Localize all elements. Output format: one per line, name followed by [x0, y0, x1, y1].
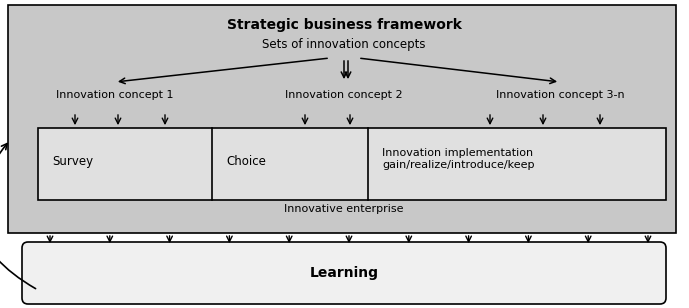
FancyBboxPatch shape	[38, 128, 666, 200]
Text: Survey: Survey	[52, 155, 93, 168]
Text: Innovation concept 1: Innovation concept 1	[56, 90, 174, 100]
Text: Learning: Learning	[309, 266, 378, 280]
Text: Innovation concept 3-n: Innovation concept 3-n	[495, 90, 624, 100]
Text: Innovation implementation
gain/realize/introduce/keep: Innovation implementation gain/realize/i…	[382, 148, 535, 170]
FancyBboxPatch shape	[22, 242, 666, 304]
Text: Sets of innovation concepts: Sets of innovation concepts	[263, 38, 426, 51]
FancyBboxPatch shape	[8, 5, 676, 233]
Text: Strategic business framework: Strategic business framework	[227, 18, 462, 32]
Text: Choice: Choice	[226, 155, 266, 168]
Text: Innovative enterprise: Innovative enterprise	[285, 204, 404, 214]
Text: Innovation concept 2: Innovation concept 2	[285, 90, 403, 100]
